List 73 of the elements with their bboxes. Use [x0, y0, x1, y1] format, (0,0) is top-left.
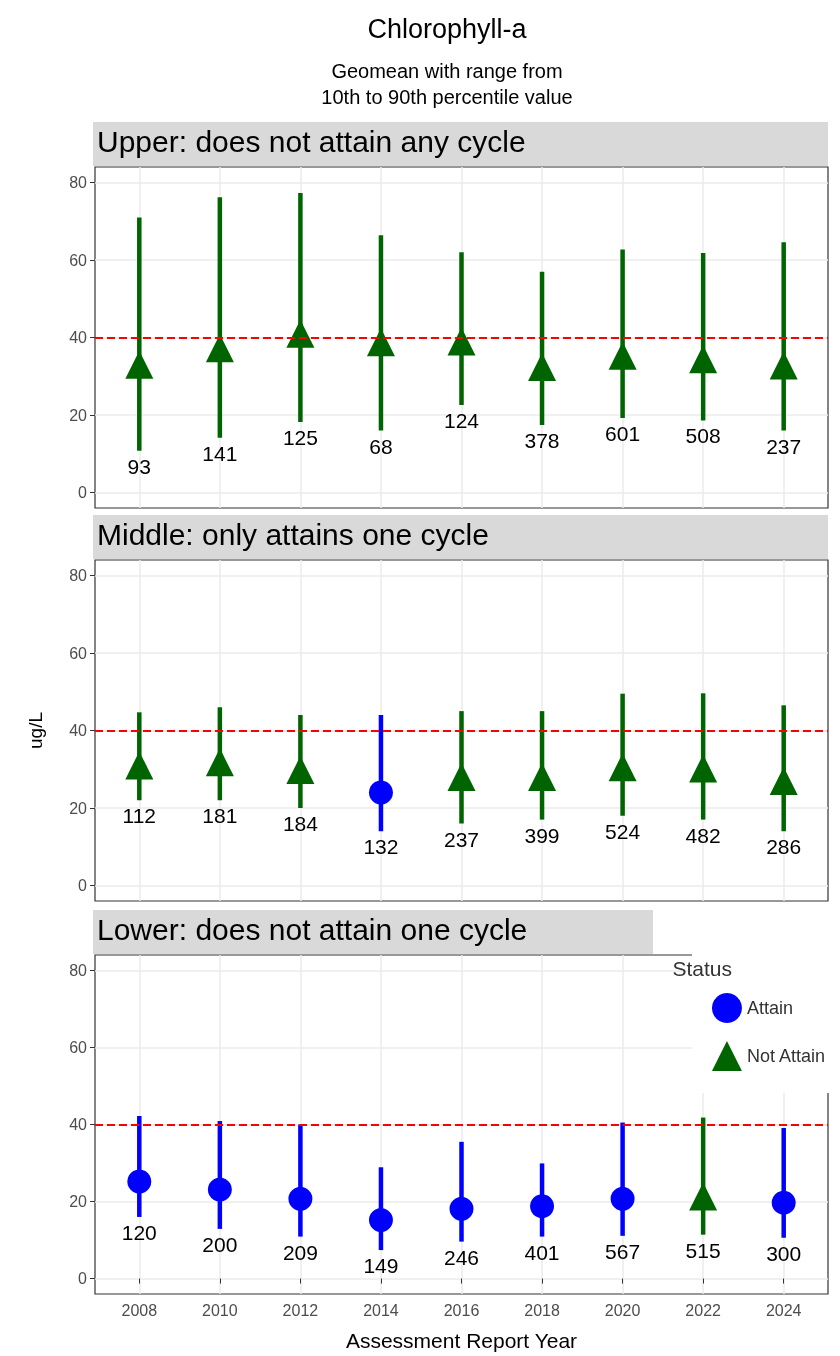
- x-tick-label: 2018: [524, 1301, 560, 1319]
- y-tick-label: 40: [69, 722, 88, 739]
- annotation: 120: [121, 1220, 157, 1244]
- annotation: 237: [766, 434, 802, 458]
- point: [127, 1169, 152, 1194]
- annotation: 399: [524, 823, 560, 847]
- annotation: 246: [443, 1245, 480, 1269]
- point: [771, 1190, 796, 1215]
- x-tick-label: 2008: [121, 1301, 158, 1319]
- annotation: 132: [363, 835, 399, 859]
- annotation: 125: [282, 425, 318, 449]
- x-tick-label: 2016: [443, 1301, 480, 1319]
- chart-title: Lower: does not attain one cycle: [97, 912, 528, 946]
- y-tick-label: 0: [78, 877, 88, 894]
- point: [207, 1177, 232, 1202]
- annotation: 378: [524, 429, 560, 453]
- y-tick-label: 40: [69, 329, 88, 346]
- y-tick-label: 80: [69, 174, 88, 191]
- annotation: 401: [524, 1240, 560, 1264]
- annotation: 112: [122, 804, 157, 828]
- x-tick-label: 2022: [685, 1301, 722, 1319]
- x-axis-title: Assessment Report Year: [345, 1329, 578, 1352]
- annotation: 149: [363, 1254, 399, 1278]
- annotation: 93: [127, 454, 151, 478]
- annotation: 524: [605, 819, 641, 843]
- x-tick-label: 2024: [765, 1301, 802, 1319]
- y-axis-title: ug/L: [25, 712, 46, 749]
- annotation: 567: [605, 1239, 641, 1263]
- y-tick-label: 80: [69, 567, 88, 584]
- annotation: 601: [605, 422, 641, 446]
- y-tick-label: 20: [69, 799, 88, 817]
- annotation: 237: [443, 827, 480, 851]
- annotation: 300: [766, 1241, 802, 1265]
- annotation: 181: [202, 804, 238, 828]
- point: [368, 780, 393, 805]
- x-tick-label: 2012: [282, 1301, 319, 1319]
- y-tick-label: 0: [78, 1270, 88, 1288]
- point: [608, 753, 637, 782]
- annotation: 508: [685, 424, 721, 448]
- x-tick-label: 2014: [363, 1301, 399, 1319]
- y-tick-label: 0: [78, 484, 88, 501]
- annotation: 184: [282, 812, 319, 835]
- annotation: 515: [685, 1238, 721, 1262]
- point: [447, 763, 476, 791]
- legend-label: Not Attain: [746, 1046, 826, 1066]
- y-tick-label: 20: [69, 1193, 88, 1211]
- annotation: 141: [202, 441, 238, 465]
- point: [530, 1194, 555, 1219]
- x-tick-label: 2020: [604, 1301, 641, 1319]
- legend-label: Attain: [746, 998, 793, 1018]
- chart-title: Middle: only attains one cycle: [97, 517, 489, 551]
- y-tick-label: 60: [69, 251, 88, 269]
- x-tick-label: 2010: [202, 1301, 238, 1319]
- point: [288, 1186, 313, 1211]
- chart-title: Upper: does not attain any cycle: [97, 124, 526, 158]
- annotation: 286: [766, 835, 802, 859]
- legend-title: Status: [672, 957, 733, 980]
- annotation: 124: [443, 408, 480, 432]
- y-tick-label: 60: [69, 644, 88, 662]
- y-tick-label: 80: [69, 961, 88, 979]
- annotation: 482: [685, 823, 721, 847]
- point: [368, 1208, 393, 1233]
- y-tick-label: 40: [69, 1116, 88, 1133]
- annotation: 209: [282, 1240, 318, 1264]
- point: [449, 1196, 474, 1221]
- y-tick-label: 60: [69, 1038, 88, 1056]
- point: [610, 1186, 635, 1211]
- annotation: 200: [202, 1232, 238, 1256]
- annotation: 68: [369, 434, 393, 458]
- text: Chlorophyll-a: [367, 14, 528, 44]
- text: Geomean with range from 10th to 90th percentile value: [321, 60, 573, 108]
- point: [286, 756, 315, 785]
- y-tick-label: 20: [69, 406, 88, 424]
